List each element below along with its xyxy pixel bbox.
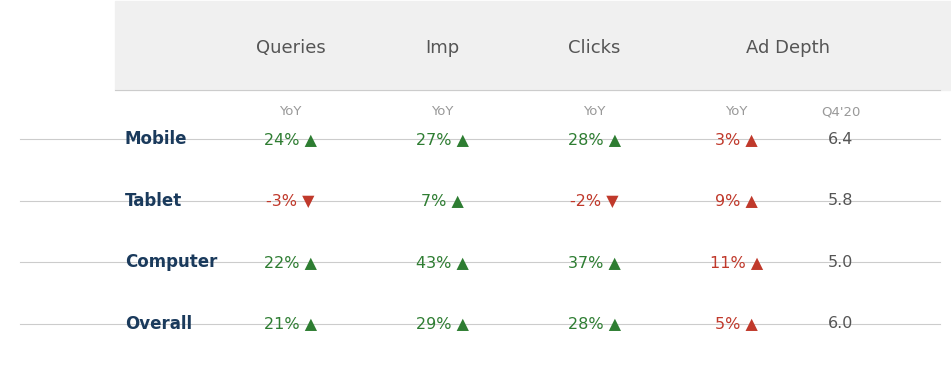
Text: Tablet: Tablet	[125, 192, 182, 210]
Text: 28% ▲: 28% ▲	[568, 131, 621, 146]
Text: Q4'20: Q4'20	[821, 105, 861, 118]
Text: 3% ▲: 3% ▲	[715, 131, 758, 146]
Text: 29% ▲: 29% ▲	[416, 316, 469, 331]
Text: YoY: YoY	[583, 105, 605, 118]
Text: 43% ▲: 43% ▲	[416, 255, 469, 270]
Text: 5.8: 5.8	[827, 193, 853, 208]
Text: YoY: YoY	[725, 105, 747, 118]
Text: Computer: Computer	[125, 253, 217, 271]
Text: Overall: Overall	[125, 315, 192, 333]
Text: 22% ▲: 22% ▲	[264, 255, 317, 270]
Text: -2% ▼: -2% ▼	[570, 193, 618, 208]
Text: Imp: Imp	[425, 39, 459, 57]
Text: 6.0: 6.0	[828, 316, 853, 331]
Text: Mobile: Mobile	[125, 130, 187, 148]
Text: Queries: Queries	[256, 39, 325, 57]
Text: 37% ▲: 37% ▲	[568, 255, 620, 270]
Text: 5.0: 5.0	[828, 255, 853, 270]
Text: 28% ▲: 28% ▲	[568, 316, 621, 331]
Text: 9% ▲: 9% ▲	[715, 193, 758, 208]
Bar	[115, 1, 950, 90]
Text: 5% ▲: 5% ▲	[715, 316, 758, 331]
Text: 21% ▲: 21% ▲	[264, 316, 317, 331]
Text: YoY: YoY	[431, 105, 454, 118]
Text: 6.4: 6.4	[828, 131, 853, 146]
Text: 24% ▲: 24% ▲	[264, 131, 317, 146]
Text: 27% ▲: 27% ▲	[416, 131, 469, 146]
Text: 7% ▲: 7% ▲	[421, 193, 464, 208]
Text: -3% ▼: -3% ▼	[266, 193, 315, 208]
Text: Ad Depth: Ad Depth	[747, 39, 830, 57]
Text: 11% ▲: 11% ▲	[709, 255, 763, 270]
Text: Clicks: Clicks	[568, 39, 620, 57]
Text: YoY: YoY	[280, 105, 301, 118]
